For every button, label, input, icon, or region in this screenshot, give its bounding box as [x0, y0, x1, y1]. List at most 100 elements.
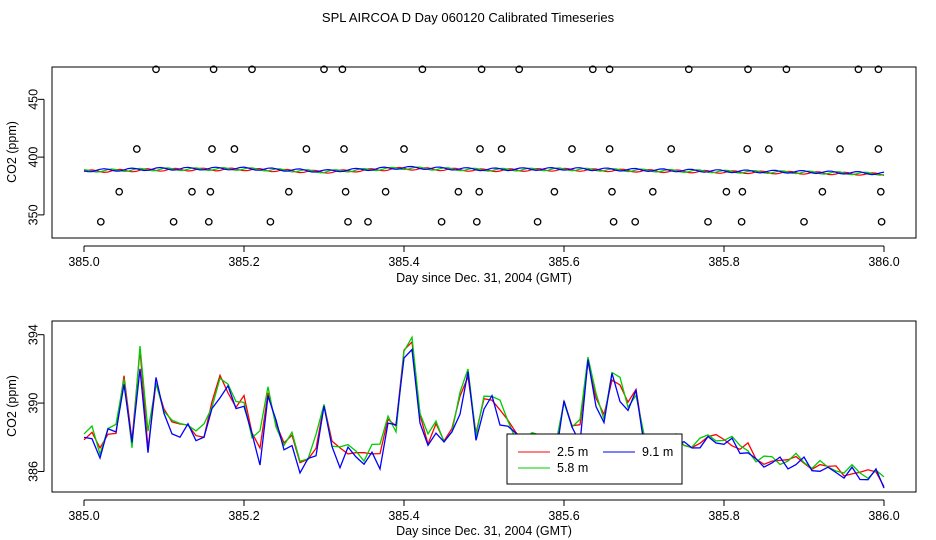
bottom-y-tick-label: 394 — [26, 324, 40, 345]
bottom-x-tick-label: 385.2 — [228, 509, 259, 523]
legend-label-5-8m: 5.8 m — [557, 461, 588, 475]
top-y-tick-label: 400 — [26, 147, 40, 168]
top-circle-marker — [115, 187, 124, 196]
legend-label-2-5m: 2.5 m — [557, 445, 588, 459]
top-circle-marker — [169, 217, 178, 226]
top-circle-marker — [605, 145, 614, 153]
top-circle-marker — [338, 65, 347, 74]
bottom-x-tick-label: 385.6 — [548, 509, 579, 523]
top-circle-marker — [737, 217, 746, 226]
top-y-tick-label: 450 — [26, 89, 40, 110]
top-series-line-2-5-m — [83, 166, 885, 176]
top-x-tick-label: 385.0 — [68, 255, 99, 269]
top-circle-marker — [605, 65, 614, 74]
top-circle-marker — [418, 65, 427, 74]
top-circle-marker — [874, 145, 883, 153]
top-circle-marker — [477, 65, 486, 74]
top-circle-marker — [381, 187, 390, 196]
top-y-tick-label: 350 — [26, 204, 40, 225]
top-circle-marker — [722, 187, 731, 196]
top-panel: 385.0 385.2 385.4 385.6 385.8 386.0 350 400 450… — [5, 65, 917, 285]
top-circle-marker — [209, 65, 218, 74]
top-circle-marker — [341, 187, 350, 196]
bottom-series-line-5-8-m — [83, 335, 885, 480]
top-circle-marker — [206, 187, 215, 196]
top-circle-marker — [877, 217, 886, 226]
top-circle-marker — [208, 145, 216, 153]
top-x-tick-label: 385.6 — [548, 255, 579, 269]
top-x-axis-label: Day since Dec. 31, 2004 (GMT) — [396, 271, 572, 285]
bottom-series-line-2-5-m — [83, 340, 885, 487]
bottom-x-tick-label: 385.8 — [708, 509, 739, 523]
top-circle-marker — [667, 145, 676, 153]
top-circle-marker — [684, 65, 693, 74]
top-circle-marker — [568, 145, 576, 153]
bottom-plot-frame — [51, 320, 917, 493]
top-x-tick-label: 385.4 — [388, 255, 419, 269]
bottom-y-ticks: 386 390 394 — [26, 324, 45, 482]
top-circle-marker — [609, 217, 618, 226]
top-circle-marker — [800, 217, 808, 226]
top-y-axis-label: CO2 (ppm) — [5, 121, 19, 183]
figure-title: SPL AIRCOA D Day 060120 Calibrated Times… — [322, 10, 615, 25]
top-circle-marker — [96, 217, 105, 226]
legend: 2.5 m 5.8 m 9.1 m — [506, 433, 683, 485]
top-circle-marker — [648, 187, 657, 196]
top-circle-marker — [743, 145, 752, 153]
bottom-series-lines — [83, 335, 885, 489]
top-circle-marker — [631, 217, 640, 226]
top-circle-marker — [188, 187, 196, 196]
top-circle-marker — [302, 145, 311, 153]
top-circle-marker — [400, 145, 408, 153]
top-circle-marker — [782, 65, 791, 74]
top-circle-marker — [836, 145, 844, 153]
top-circle-marker — [744, 65, 752, 74]
legend-box — [506, 433, 683, 485]
top-circle-marker — [704, 217, 712, 226]
top-circle-marker — [284, 187, 293, 196]
top-y-ticks: 350 400 450 — [26, 89, 45, 225]
top-circle-marker — [320, 65, 328, 74]
top-circle-marker — [874, 65, 883, 74]
bottom-y-tick-label: 386 — [26, 461, 40, 482]
top-circle-marker — [344, 217, 352, 226]
top-circle-markers — [96, 65, 886, 226]
top-circle-marker — [854, 65, 863, 74]
top-circle-marker — [132, 145, 141, 153]
top-series-lines — [83, 165, 885, 176]
bottom-x-tick-label: 385.0 — [68, 509, 99, 523]
top-circle-marker — [204, 217, 213, 226]
top-circle-marker — [437, 217, 446, 226]
bottom-x-tick-label: 385.4 — [388, 509, 419, 523]
bottom-x-tick-label: 386.0 — [868, 509, 899, 523]
top-circle-marker — [364, 217, 372, 226]
top-x-tick-label: 386.0 — [868, 255, 899, 269]
bottom-x-ticks: 385.0 385.2 385.4 385.6 385.8 386.0 — [68, 499, 900, 523]
top-series-line-9-1-m — [83, 165, 885, 176]
top-circle-marker — [475, 187, 484, 196]
bottom-series-line-9-1-m — [83, 348, 885, 489]
bottom-y-tick-label: 390 — [26, 393, 40, 414]
top-circle-marker — [472, 217, 481, 226]
top-circle-marker — [533, 217, 542, 226]
top-circle-marker — [608, 187, 616, 196]
bottom-y-axis-label: CO2 (ppm) — [5, 375, 19, 437]
top-circle-marker — [230, 145, 239, 153]
top-circle-marker — [515, 65, 524, 74]
top-circle-marker — [497, 145, 506, 153]
top-circle-marker — [152, 65, 160, 74]
top-plot-frame — [51, 66, 917, 239]
top-circle-marker — [266, 217, 275, 226]
bottom-panel: 385.0 385.2 385.4 385.6 385.8 386.0 386 390 394… — [5, 320, 917, 538]
top-x-tick-label: 385.8 — [708, 255, 739, 269]
top-circle-marker — [550, 187, 559, 196]
bottom-x-axis-label: Day since Dec. 31, 2004 (GMT) — [396, 524, 572, 538]
top-circle-marker — [876, 187, 885, 196]
top-circle-marker — [248, 65, 256, 74]
top-circle-marker — [588, 65, 597, 74]
top-x-ticks: 385.0 385.2 385.4 385.6 385.8 386.0 — [68, 245, 900, 269]
top-x-tick-label: 385.2 — [228, 255, 259, 269]
legend-label-9-1m: 9.1 m — [642, 445, 673, 459]
top-circle-marker — [476, 145, 484, 153]
